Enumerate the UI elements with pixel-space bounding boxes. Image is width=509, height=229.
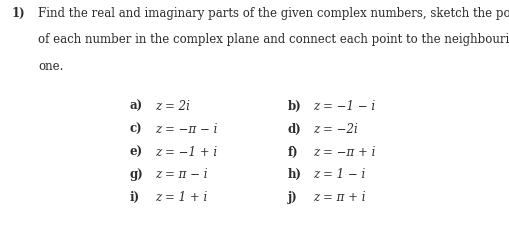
Text: z = π + i: z = π + i	[313, 190, 365, 203]
Text: f): f)	[288, 145, 298, 158]
Text: e): e)	[130, 145, 143, 158]
Text: z = −1 − i: z = −1 − i	[313, 100, 375, 113]
Text: d): d)	[288, 123, 301, 135]
Text: one.: one.	[38, 60, 64, 73]
Text: b): b)	[288, 100, 301, 113]
Text: j): j)	[288, 190, 297, 203]
Text: g): g)	[130, 167, 144, 180]
Text: of each number in the complex plane and connect each point to the neighbouring: of each number in the complex plane and …	[38, 33, 509, 46]
Text: z = 1 − i: z = 1 − i	[313, 167, 365, 180]
Text: z = −π + i: z = −π + i	[313, 145, 376, 158]
Text: i): i)	[130, 190, 140, 203]
Text: h): h)	[288, 167, 302, 180]
Text: z = −1 + i: z = −1 + i	[155, 145, 217, 158]
Text: Find the real and imaginary parts of the given complex numbers, sketch the posit: Find the real and imaginary parts of the…	[38, 7, 509, 20]
Text: c): c)	[130, 123, 143, 135]
Text: a): a)	[130, 100, 143, 113]
Text: z = 1 + i: z = 1 + i	[155, 190, 208, 203]
Text: z = 2i: z = 2i	[155, 100, 190, 113]
Text: z = −2i: z = −2i	[313, 123, 358, 135]
Text: z = π − i: z = π − i	[155, 167, 208, 180]
Text: 1): 1)	[11, 7, 25, 20]
Text: z = −π − i: z = −π − i	[155, 123, 218, 135]
